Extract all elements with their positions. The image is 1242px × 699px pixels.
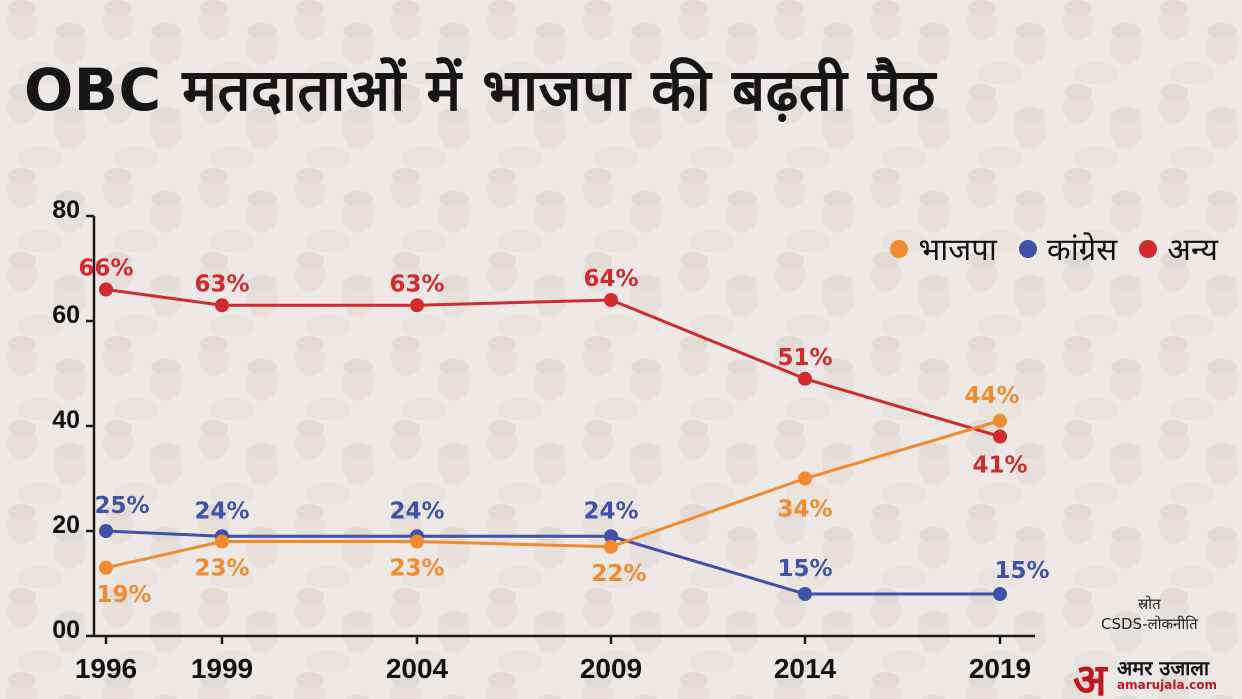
data-point-others	[215, 298, 229, 313]
legend-label-congress: कांग्रेस	[1046, 232, 1118, 268]
data-label-congress: 15%	[994, 558, 1049, 584]
series-line-congress	[105, 529, 1000, 596]
data-label-congress: 15%	[777, 556, 832, 582]
data-label-others: 51%	[777, 345, 832, 371]
chart-axes: 00 20 40 60 80 1996 1999 2004 2009 2014 2019	[52, 196, 1035, 684]
legend-label-bjp: भाजपा	[918, 232, 997, 268]
data-point-congress	[798, 587, 812, 601]
source-note: स्रोत CSDS-लोकनीति	[1101, 594, 1198, 634]
data-label-congress: 24%	[194, 498, 249, 524]
data-point-bjp	[410, 534, 424, 549]
data-point-others	[604, 293, 618, 307]
data-label-others: 64%	[583, 266, 638, 292]
chart-data-labels: 66% 63% 63% 64% 51% 41% 25% 24% 24% 24% 15% 15% 19% 2…	[78, 256, 1049, 608]
data-label-congress: 25%	[94, 493, 149, 519]
data-point-congress	[993, 587, 1007, 601]
data-label-bjp: 22%	[591, 561, 646, 587]
legend-item-bjp: भाजपा	[890, 228, 997, 270]
x-tick-label: 2014	[774, 653, 837, 684]
x-tick-label: 1999	[191, 653, 253, 684]
data-point-bjp	[99, 560, 113, 575]
logo-url: amarujala.com	[1117, 678, 1218, 692]
data-point-others	[798, 371, 812, 386]
data-label-bjp: 23%	[194, 556, 249, 582]
x-tick-label: 2004	[386, 653, 449, 684]
data-label-others: 41%	[972, 453, 1027, 479]
logo-mark: अ	[1073, 655, 1107, 699]
legend-item-congress: कांग्रेस	[1018, 228, 1118, 270]
x-tick-label: 2019	[969, 653, 1031, 684]
y-tick-label: 20	[52, 511, 80, 539]
data-point-bjp	[604, 539, 618, 554]
legend-item-others: अन्य	[1139, 228, 1218, 270]
series-line-bjp	[105, 419, 1001, 570]
publisher-logo: अ अमर उजाला amarujala.com	[1073, 652, 1238, 699]
data-point-congress	[99, 524, 113, 538]
chart-legend: भाजपा कांग्रेस अन्य	[890, 228, 1218, 270]
source-name: CSDS-लोकनीति	[1101, 615, 1198, 633]
x-tick-label: 1996	[75, 653, 137, 684]
y-tick-label: 40	[52, 406, 80, 434]
legend-swatch-congress	[1018, 240, 1037, 258]
data-label-others: 63%	[194, 271, 249, 297]
data-point-bjp	[798, 471, 812, 486]
data-label-bjp: 23%	[389, 556, 444, 582]
legend-label-others: अन्य	[1167, 232, 1218, 268]
x-tick-label: 2009	[580, 653, 642, 684]
data-label-bjp: 44%	[964, 383, 1019, 409]
data-point-others	[410, 298, 424, 313]
y-tick-label: 60	[52, 301, 80, 329]
data-point-bjp	[215, 534, 229, 549]
data-label-bjp: 34%	[777, 497, 832, 523]
data-label-others: 66%	[78, 256, 133, 282]
data-point-bjp	[993, 413, 1007, 428]
data-label-congress: 24%	[389, 498, 444, 524]
chart-series	[99, 282, 1007, 601]
data-point-others	[993, 429, 1007, 444]
data-point-others	[99, 282, 113, 297]
data-label-congress: 24%	[583, 498, 638, 524]
data-label-others: 63%	[389, 271, 444, 297]
legend-swatch-bjp	[890, 240, 909, 258]
data-point-congress	[604, 529, 618, 544]
chart-title: OBC मतदाताओं में भाजपा की बढ़ती पैठ	[24, 56, 936, 124]
legend-swatch-others	[1139, 240, 1158, 258]
series-line-others	[105, 288, 1001, 438]
source-label: स्रोत	[1137, 595, 1161, 613]
data-label-bjp: 19%	[96, 582, 151, 608]
logo-name: अमर उजाला	[1117, 656, 1210, 680]
y-tick-label: 00	[52, 616, 80, 644]
y-tick-label: 80	[52, 196, 80, 224]
